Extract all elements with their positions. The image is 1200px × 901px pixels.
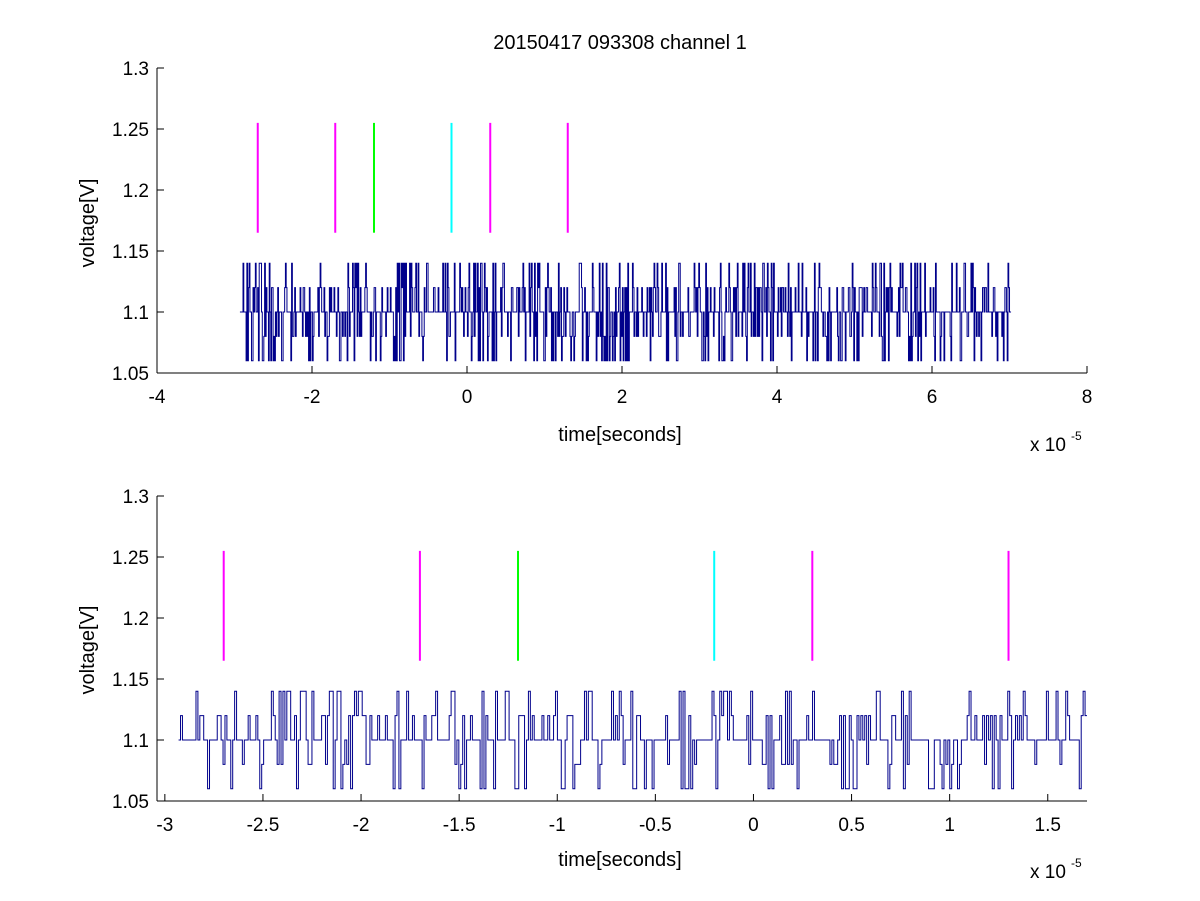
bottom-x-tick-label: 1.5 (1035, 815, 1061, 836)
top-x-axis-label: time[seconds] (558, 424, 681, 446)
bottom-y-tick-label: 1.25 (112, 548, 149, 569)
bottom-x-multiplier-exponent: -5 (1071, 856, 1082, 870)
top-x-tick-label: -2 (304, 387, 321, 408)
bottom-x-tick-label: 0 (748, 815, 759, 836)
bottom-marker-layer (222, 550, 1010, 661)
bottom-x-tick-label: 0.5 (838, 815, 864, 836)
top-y-tick-label: 1.25 (112, 120, 149, 141)
top-x-tick-label: 2 (617, 387, 628, 408)
top-signal-trace (239, 262, 1012, 362)
bottom-y-tick-label: 1.1 (123, 731, 149, 752)
bottom-x-tick-label: -1.5 (443, 815, 476, 836)
bottom-x-tick-label: -2 (353, 815, 370, 836)
bottom-x-tick-label: -0.5 (639, 815, 672, 836)
bottom-y-tick-label: 1.15 (112, 670, 149, 691)
top-x-tick-label: 4 (772, 387, 783, 408)
bottom-y-tick-label: 1.2 (123, 609, 149, 630)
bottom-x-tick-label: -1 (549, 815, 566, 836)
bottom-signal-trace (178, 690, 1087, 790)
top-plot-area: -4 -2 0 2 4 6 8 1.05 1.1 1.15 1.2 1.25 1.3 (112, 59, 1092, 408)
bottom-y-tick-label: 1.3 (123, 487, 149, 508)
bottom-x-tick-label: 1 (944, 815, 955, 836)
top-x-tick-label: 6 (927, 387, 938, 408)
top-ticks-layer: -4 -2 0 2 4 6 8 1.05 1.1 1.15 1.2 1.25 1.3 (112, 59, 1092, 408)
chart-title: 20150417 093308 channel 1 (493, 32, 747, 54)
top-x-tick-label: -4 (149, 387, 166, 408)
top-x-tick-label: 0 (462, 387, 473, 408)
top-y-tick-label: 1.05 (112, 364, 149, 385)
bottom-x-axis-label: time[seconds] (558, 849, 681, 871)
top-signal-layer (239, 262, 1012, 362)
top-y-tick-label: 1.3 (123, 59, 149, 80)
top-x-multiplier: x 10 (1030, 435, 1066, 456)
bottom-panel: -3 -2.5 -2 -1.5 -1 -0.5 0 0.5 1 1.5 1.05 1.1 1.15 1.2… (77, 487, 1087, 883)
bottom-plot-area: -3 -2.5 -2 -1.5 -1 -0.5 0 0.5 1 1.5 1.05 1.1 1.15 1.2… (112, 487, 1087, 836)
top-y-tick-label: 1.15 (112, 242, 149, 263)
bottom-x-tick-label: -2.5 (247, 815, 280, 836)
top-x-multiplier-exponent: -5 (1071, 429, 1082, 443)
bottom-signal-layer (178, 690, 1087, 790)
top-y-axis-label: voltage[V] (77, 179, 99, 268)
top-marker-layer (256, 122, 569, 233)
bottom-y-tick-label: 1.05 (112, 792, 149, 813)
bottom-ticks-layer: -3 -2.5 -2 -1.5 -1 -0.5 0 0.5 1 1.5 1.05 1.1 1.15 1.2… (112, 487, 1061, 836)
bottom-x-multiplier: x 10 (1030, 862, 1066, 883)
top-x-tick-label: 8 (1082, 387, 1093, 408)
top-y-tick-label: 1.1 (123, 303, 149, 324)
top-y-tick-label: 1.2 (123, 181, 149, 202)
bottom-axes-layer (156, 496, 1087, 802)
bottom-y-axis-label: voltage[V] (77, 606, 99, 695)
top-panel: 20150417 093308 channel 1 -4 -2 0 2 4 6 8 1.05 1… (77, 32, 1092, 456)
bottom-x-tick-label: -3 (156, 815, 173, 836)
